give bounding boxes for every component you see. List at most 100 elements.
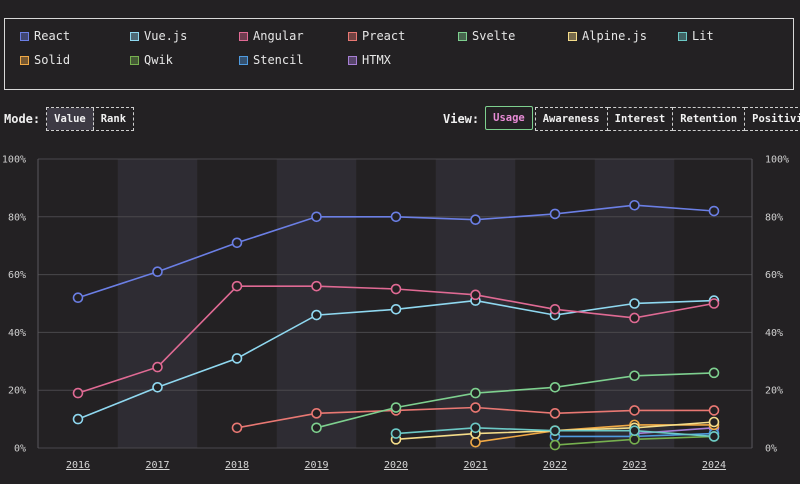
data-point-vue-js: [72, 413, 84, 425]
data-point-angular: [311, 280, 322, 292]
data-point-react: [629, 199, 640, 211]
legend-label: Lit: [692, 29, 714, 43]
x-tick-label: 2021: [463, 460, 487, 471]
view-option-usage[interactable]: Usage: [485, 106, 533, 130]
data-point-vue-js: [152, 382, 163, 393]
legend-swatch: [678, 31, 687, 41]
y-tick-label-right: 20%: [765, 386, 783, 397]
legend-item-qwik[interactable]: Qwik: [130, 53, 173, 67]
view-label: View:: [443, 112, 480, 126]
mode-control: Mode: Value Rank: [4, 107, 135, 131]
data-point-lit: [470, 422, 481, 434]
x-tick-label: 2023: [622, 460, 646, 471]
legend-swatch: [348, 55, 357, 65]
legend-label: Alpine.js: [582, 29, 648, 43]
x-tick-label: 2020: [384, 460, 408, 471]
legend-swatch: [458, 31, 467, 41]
data-point-qwik: [629, 434, 640, 445]
data-point-svelte: [390, 402, 402, 413]
data-point-react: [390, 211, 402, 223]
legend-label: Angular: [253, 29, 304, 43]
legend-item-vue-js[interactable]: Vue.js: [130, 29, 187, 43]
data-point-angular: [708, 298, 720, 309]
mode-label: Mode:: [4, 112, 41, 126]
data-point-react: [708, 205, 720, 217]
legend-item-stencil[interactable]: Stencil: [239, 53, 304, 67]
legend-item-alpine-js[interactable]: Alpine.js: [568, 29, 647, 43]
data-point-solid: [470, 436, 481, 448]
y-tick-label-right: 0%: [765, 444, 777, 455]
view-toggle: Usage Awareness Interest Retention Posit…: [485, 106, 800, 131]
data-point-svelte: [549, 382, 561, 393]
data-point-vue-js: [629, 298, 640, 309]
legend-label: React: [34, 29, 71, 43]
legend-label: Svelte: [472, 29, 516, 43]
data-point-preact: [231, 422, 243, 434]
data-point-qwik: [549, 439, 561, 451]
x-tick-label: 2024: [702, 460, 726, 471]
y-tick-label-left: 0%: [14, 444, 26, 455]
x-tick-label: 2016: [66, 460, 90, 471]
legend-swatch: [568, 31, 577, 41]
legend-label: Solid: [34, 53, 71, 67]
data-point-svelte: [470, 387, 481, 399]
legend-item-svelte[interactable]: Svelte: [458, 29, 515, 43]
data-point-preact: [549, 408, 561, 419]
view-option-awareness[interactable]: Awareness: [534, 107, 608, 131]
data-point-lit: [629, 425, 640, 436]
legend-item-solid[interactable]: Solid: [20, 53, 70, 67]
data-point-alpine-js: [708, 416, 720, 428]
y-tick-label-left: 80%: [8, 212, 26, 223]
data-point-react: [470, 214, 481, 225]
view-option-interest[interactable]: Interest: [607, 107, 674, 131]
series-line-htmx: [634, 427, 715, 435]
data-point-angular: [470, 289, 481, 301]
legend-item-lit[interactable]: Lit: [678, 29, 714, 43]
x-tick-label: 2019: [304, 460, 328, 471]
legend-item-react[interactable]: React: [20, 29, 70, 43]
data-point-lit: [549, 425, 561, 436]
legend-label: Stencil: [253, 53, 304, 67]
data-point-preact: [629, 405, 640, 416]
y-tick-label-left: 100%: [2, 155, 26, 166]
legend-swatch: [348, 31, 357, 41]
view-control: View: Usage Awareness Interest Retention…: [443, 106, 800, 131]
data-point-angular: [152, 361, 163, 373]
x-tick-label: 2018: [225, 460, 249, 471]
legend-swatch: [20, 31, 29, 41]
data-point-angular: [549, 303, 561, 315]
mode-option-rank[interactable]: Rank: [100, 113, 127, 125]
legend-item-angular[interactable]: Angular: [239, 29, 304, 43]
mode-option-value[interactable]: Value: [47, 108, 94, 130]
view-option-retention[interactable]: Retention: [673, 107, 746, 131]
data-point-angular: [231, 280, 243, 292]
data-point-react: [231, 237, 243, 249]
data-point-preact: [311, 408, 322, 419]
data-point-react: [311, 211, 322, 223]
data-point-react: [152, 266, 163, 278]
data-point-lit: [708, 431, 720, 442]
data-point-react: [549, 208, 561, 220]
legend-swatch: [130, 31, 139, 41]
year-band: [117, 159, 198, 448]
y-tick-label-left: 60%: [8, 270, 26, 281]
data-point-vue-js: [311, 309, 322, 321]
y-tick-label-left: 20%: [8, 386, 26, 397]
legend-label: Vue.js: [144, 29, 188, 43]
x-tick-label: 2022: [543, 460, 567, 471]
data-point-vue-js: [231, 353, 243, 364]
mode-toggle: Value Rank: [46, 107, 135, 131]
usage-line-chart: 0% 0% 20% 20% 40% 40% 60% 60% 80% 80% 100% 100% 2016…: [2, 155, 789, 472]
series-line-svelte: [316, 372, 715, 429]
legend-item-htmx[interactable]: HTMX: [348, 53, 391, 67]
x-tick-label: 2017: [145, 460, 169, 471]
data-point-angular: [629, 312, 640, 324]
data-point-preact: [708, 405, 720, 416]
legend-swatch: [20, 55, 29, 65]
legend-item-preact[interactable]: Preact: [348, 29, 405, 43]
legend-swatch: [239, 55, 248, 65]
view-option-positivity[interactable]: Positivity: [745, 107, 800, 131]
data-point-svelte: [708, 367, 720, 379]
data-point-react: [72, 292, 84, 304]
legend-swatch: [239, 31, 248, 41]
